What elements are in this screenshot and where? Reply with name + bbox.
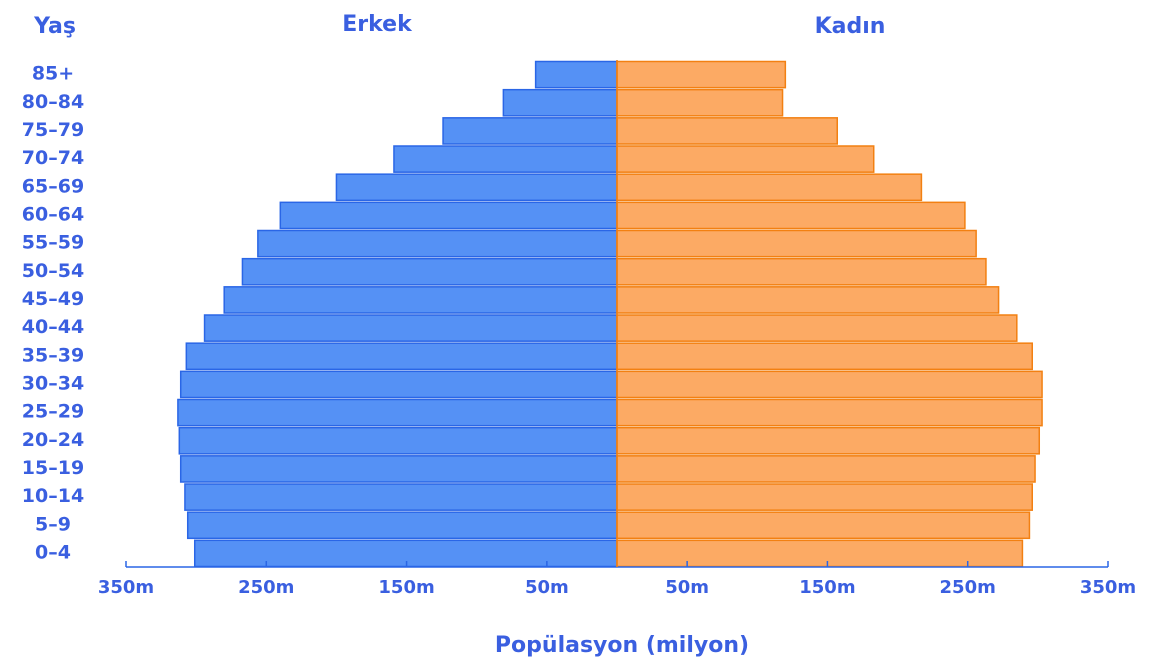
bar [616, 370, 1043, 399]
y-tick-label: 20–24 [22, 429, 84, 451]
bar [335, 173, 618, 202]
x-tick-label: 350m [98, 577, 154, 598]
x-tick-label: 250m [940, 577, 996, 598]
bar [185, 342, 618, 371]
y-tick-label: 55–59 [22, 232, 84, 254]
y-tick-label: 45–49 [22, 288, 84, 310]
bar [502, 88, 618, 117]
y-tick-label: 0–4 [35, 541, 71, 563]
x-tick-label: 50m [665, 577, 709, 598]
y-tick-label: 65–69 [22, 175, 84, 197]
bar [616, 286, 1000, 314]
y-tick-label: 5–9 [35, 513, 71, 535]
x-tick-label: 150m [378, 577, 434, 598]
y-tick-label: 70–74 [22, 147, 84, 169]
bar [257, 229, 618, 258]
bar [616, 257, 987, 286]
bar [616, 426, 1041, 455]
bar [616, 117, 838, 145]
bar [179, 370, 618, 399]
bar [178, 426, 618, 455]
bar [616, 173, 923, 202]
y-tick-label: 50–54 [22, 260, 84, 282]
bar [616, 539, 1024, 568]
y-tick-label: 85+ [32, 63, 74, 85]
bar [616, 455, 1036, 483]
bar [241, 257, 618, 286]
bar [616, 342, 1033, 371]
y-tick-label: 80–84 [22, 91, 84, 113]
x-tick-label: 50m [525, 577, 569, 598]
bar [203, 314, 618, 342]
bar [442, 117, 618, 145]
bar [616, 88, 784, 117]
bar [184, 483, 618, 511]
y-tick-label: 25–29 [22, 401, 84, 423]
bar [177, 398, 618, 427]
bar [279, 201, 618, 230]
bar [616, 398, 1043, 427]
bar [616, 314, 1018, 342]
y-tick-label: 75–79 [22, 119, 84, 141]
y-tick-label: 10–14 [22, 485, 84, 507]
y-tick-label: 35–39 [22, 344, 84, 366]
y-tick-label: 60–64 [22, 203, 84, 225]
y-tick-label: 30–34 [22, 372, 84, 394]
bar [534, 60, 618, 89]
bar [616, 483, 1033, 511]
bar [616, 201, 966, 230]
y-axis-title: Yaş [33, 14, 76, 39]
x-tick-label: 150m [799, 577, 855, 598]
bar [179, 455, 618, 483]
x-axis-title: Popülasyon (milyon) [495, 633, 749, 658]
y-tick-label: 15–19 [22, 457, 84, 479]
left-title: Erkek [342, 12, 413, 37]
x-tick-label: 350m [1080, 577, 1136, 598]
bar [616, 229, 977, 258]
x-tick-label: 250m [238, 577, 294, 598]
bar [223, 286, 618, 314]
bar [616, 60, 787, 89]
bar [616, 145, 875, 173]
bar [616, 511, 1031, 540]
y-tick-label: 40–44 [22, 316, 84, 338]
bar [393, 145, 618, 173]
bar [186, 511, 618, 540]
right-title: Kadın [815, 14, 886, 39]
